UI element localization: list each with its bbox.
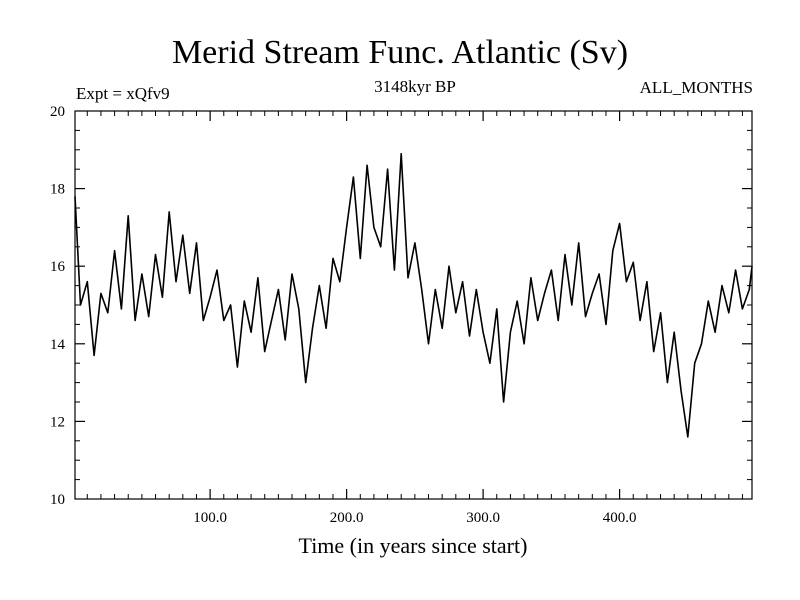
x-tick-label: 100.0 <box>193 510 227 526</box>
chart-title: Merid Stream Func. Atlantic (Sv) <box>171 34 629 71</box>
y-tick-label: 10 <box>50 492 65 508</box>
major-ticks <box>75 111 752 499</box>
x-tick-label: 300.0 <box>466 510 500 526</box>
experiment-label: Expt = xQfv9 <box>76 84 170 103</box>
months-label: ALL_MONTHS <box>639 78 753 97</box>
y-tick-label: 18 <box>50 182 65 198</box>
x-tick-label: 400.0 <box>603 510 637 526</box>
period-label: 3148kyr BP <box>374 77 456 96</box>
minor-ticks <box>75 111 752 499</box>
series-line <box>74 152 753 438</box>
tick-labels: 100.0 200.0 300.0 400.0 10 12 14 16 18 20 <box>50 104 636 526</box>
series-layer <box>74 152 753 438</box>
y-tick-label: 12 <box>50 414 65 430</box>
x-tick-label: 200.0 <box>330 510 364 526</box>
y-tick-label: 20 <box>50 104 65 120</box>
x-axis-label: Time (in years since start) <box>299 533 528 558</box>
y-tick-label: 14 <box>50 337 66 353</box>
y-tick-label: 16 <box>50 259 66 275</box>
plot-frame <box>74 110 753 500</box>
